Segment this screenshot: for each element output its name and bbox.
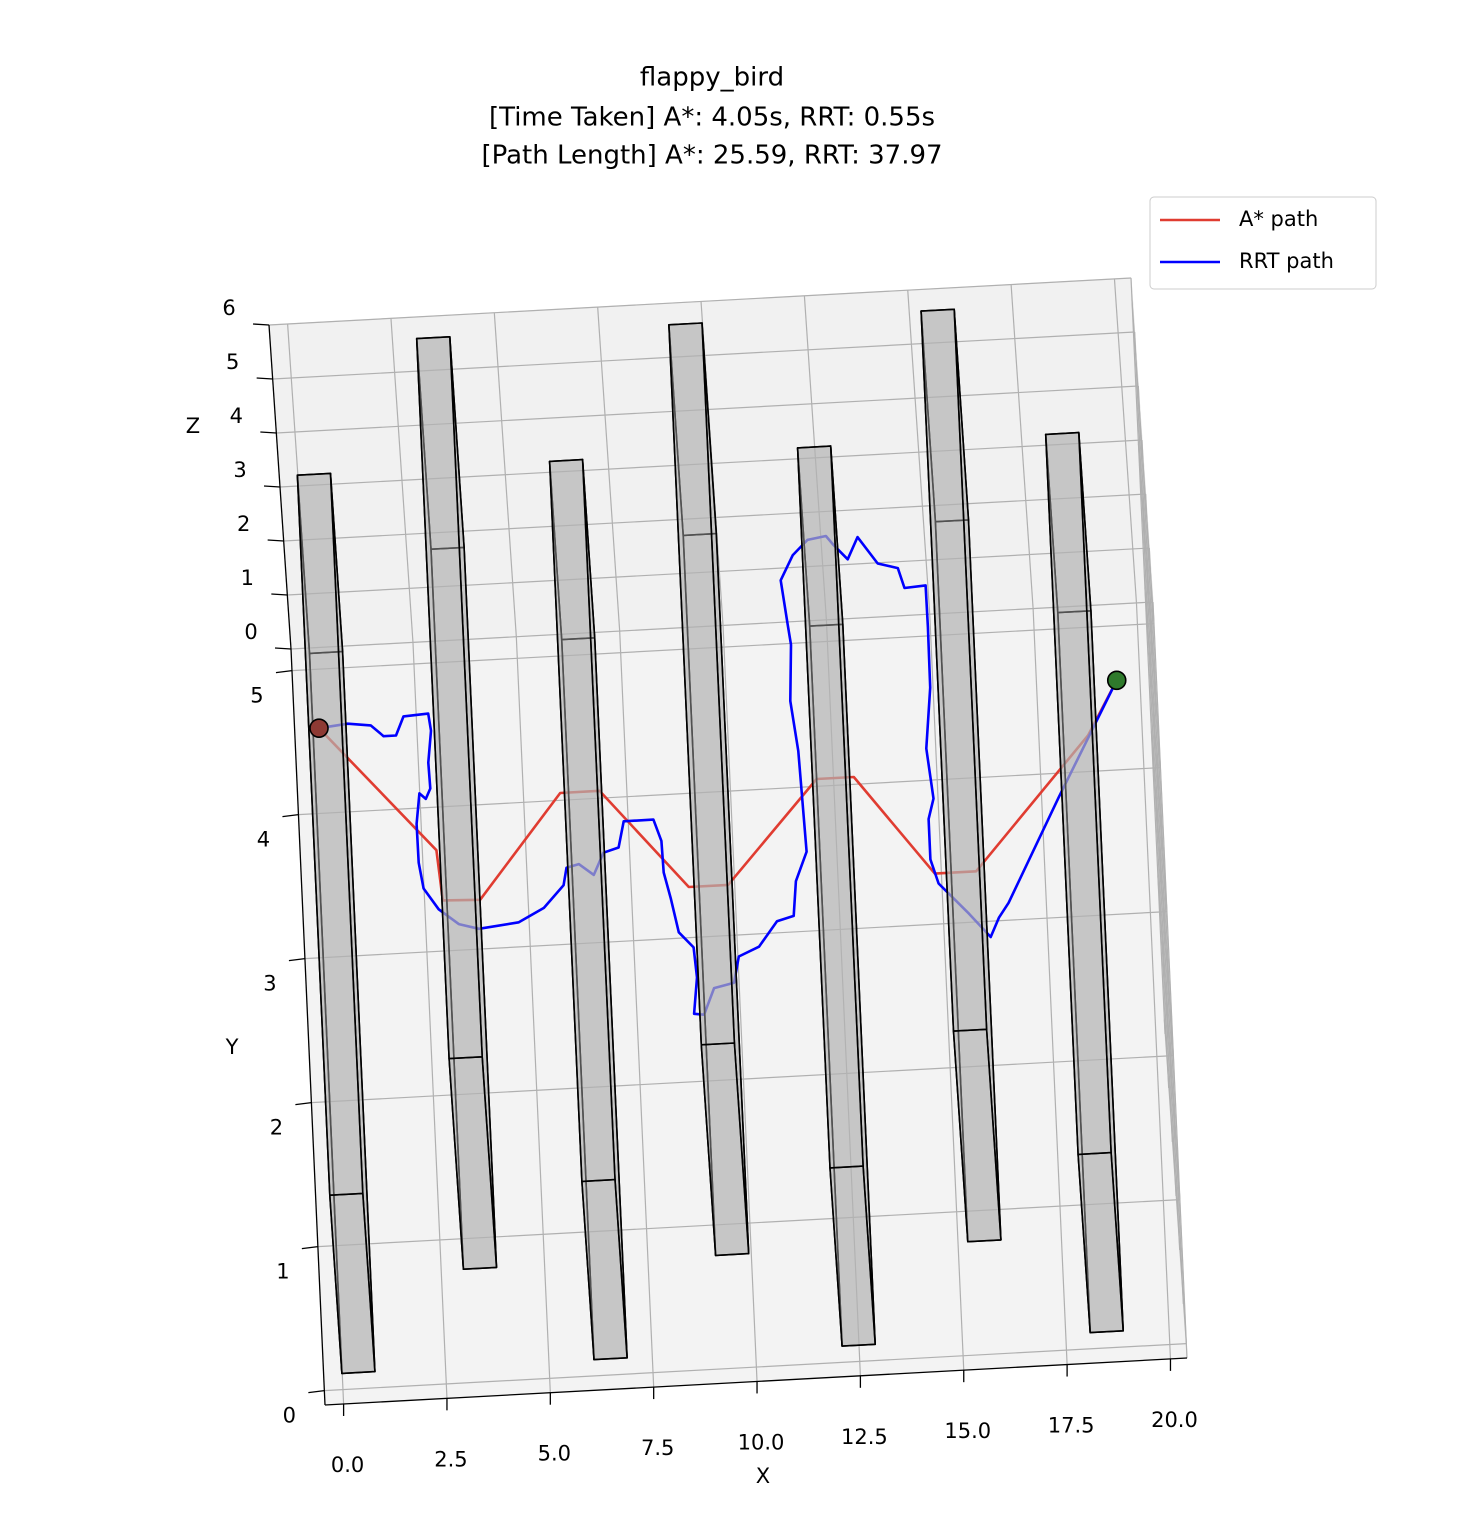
y-tick-label: 1: [276, 1260, 289, 1284]
grid-line: [1134, 331, 1170, 1089]
markers: [309, 670, 1127, 738]
grid-line: [412, 642, 448, 1399]
chart-subtitle: [Path Length] A*: 25.59, RRT: 37.97: [481, 141, 942, 171]
grid-line: [1141, 439, 1177, 1197]
x-tick-label: 0.0: [331, 1453, 364, 1477]
z-tick-label: 5: [226, 350, 239, 374]
z-tick-label: 4: [230, 404, 243, 428]
obstacle: [548, 458, 628, 1361]
z-axis-title: Z: [186, 414, 200, 438]
grid-line: [515, 636, 551, 1393]
y-tick-label: 0: [283, 1404, 296, 1428]
x-tick-label: 10.0: [738, 1430, 785, 1454]
y-tick-label: 2: [270, 1116, 283, 1140]
grid-line: [1032, 608, 1068, 1365]
grid-line: [1152, 601, 1188, 1359]
x-tick-label: 5.0: [538, 1442, 571, 1466]
grid-line: [1145, 493, 1181, 1251]
grid: [268, 277, 1188, 1405]
y-tick: [288, 957, 306, 962]
grid-line: [268, 277, 1132, 326]
z-tick-label: 6: [222, 296, 235, 320]
path-line: [318, 679, 1118, 902]
z-tick: [260, 431, 277, 434]
legend-label: RRT path: [1239, 249, 1334, 273]
z-tick-label: 0: [244, 620, 257, 644]
y-tick-label: 3: [263, 972, 276, 996]
y-tick: [301, 1245, 318, 1250]
axis-line: [324, 1357, 1188, 1406]
x-tick-label: 15.0: [944, 1419, 991, 1443]
grid-line: [1135, 602, 1172, 1359]
floor-pane: [290, 601, 1188, 1406]
obstacle: [415, 335, 498, 1270]
z-tick-label: 1: [241, 566, 254, 590]
y-tick-label: 5: [250, 684, 263, 708]
axes: 0.0 2.5 5.0 7.5 10.0 12.5 15.0 17.5 20.0 0 1 2 3 4 5 0 1…: [222, 296, 1198, 1477]
grid-line: [929, 614, 965, 1371]
grid-line: [825, 619, 861, 1376]
obstacle-face: [920, 308, 988, 1032]
obstacle: [668, 322, 750, 1257]
grid-line: [619, 631, 655, 1388]
chart-title: flappy_bird: [640, 63, 784, 93]
z-tick: [263, 485, 281, 488]
obstacle-face: [668, 322, 736, 1046]
y-axis-title: Y: [225, 1035, 239, 1059]
x-tick-label: 12.5: [841, 1425, 888, 1449]
x-axis-title: X: [756, 1464, 770, 1488]
obstacle: [1044, 431, 1124, 1334]
endpoint-marker: [1106, 670, 1127, 691]
obstacle-face: [548, 458, 616, 1183]
obstacle: [920, 308, 1002, 1243]
legend-label: A* path: [1239, 207, 1318, 231]
x-tick-label: 20.0: [1151, 1408, 1198, 1432]
grid-line: [722, 625, 758, 1382]
y-tick: [282, 813, 299, 818]
obstacle-face: [296, 472, 364, 1196]
legend: A* path RRT path: [1149, 196, 1377, 290]
x-tick-label: 2.5: [434, 1447, 467, 1471]
grid-line: [1148, 547, 1184, 1305]
obstacle-face: [415, 335, 484, 1060]
axis-line: [268, 324, 292, 650]
z-tick: [267, 539, 284, 542]
obstacles: [296, 308, 1124, 1375]
y-tick: [308, 1389, 325, 1394]
paths: [318, 534, 1118, 1017]
obstacle-face: [796, 445, 864, 1169]
grid-line: [324, 1343, 1187, 1392]
chart-subtitle: [Time Taken] A*: 4.05s, RRT: 0.55s: [489, 103, 935, 133]
z-tick-label: 3: [233, 458, 246, 482]
path-line: [318, 534, 1118, 1017]
grid-line: [1130, 277, 1166, 1035]
z-tick-label: 2: [237, 512, 250, 536]
obstacle: [796, 445, 877, 1347]
endpoint-marker: [309, 718, 329, 738]
axis-line: [290, 648, 326, 1406]
y-tick-label: 4: [257, 828, 270, 852]
x-tick-label: 7.5: [641, 1436, 674, 1460]
obstacle: [296, 472, 376, 1375]
grid-line: [1137, 385, 1173, 1143]
obstacle-face: [1044, 431, 1112, 1156]
z-tick: [271, 593, 288, 596]
x-tick-label: 17.5: [1048, 1414, 1095, 1438]
y-tick: [275, 669, 293, 674]
z-tick: [274, 647, 292, 650]
y-tick: [295, 1101, 312, 1106]
z-tick: [256, 377, 273, 380]
z-tick: [252, 323, 270, 326]
